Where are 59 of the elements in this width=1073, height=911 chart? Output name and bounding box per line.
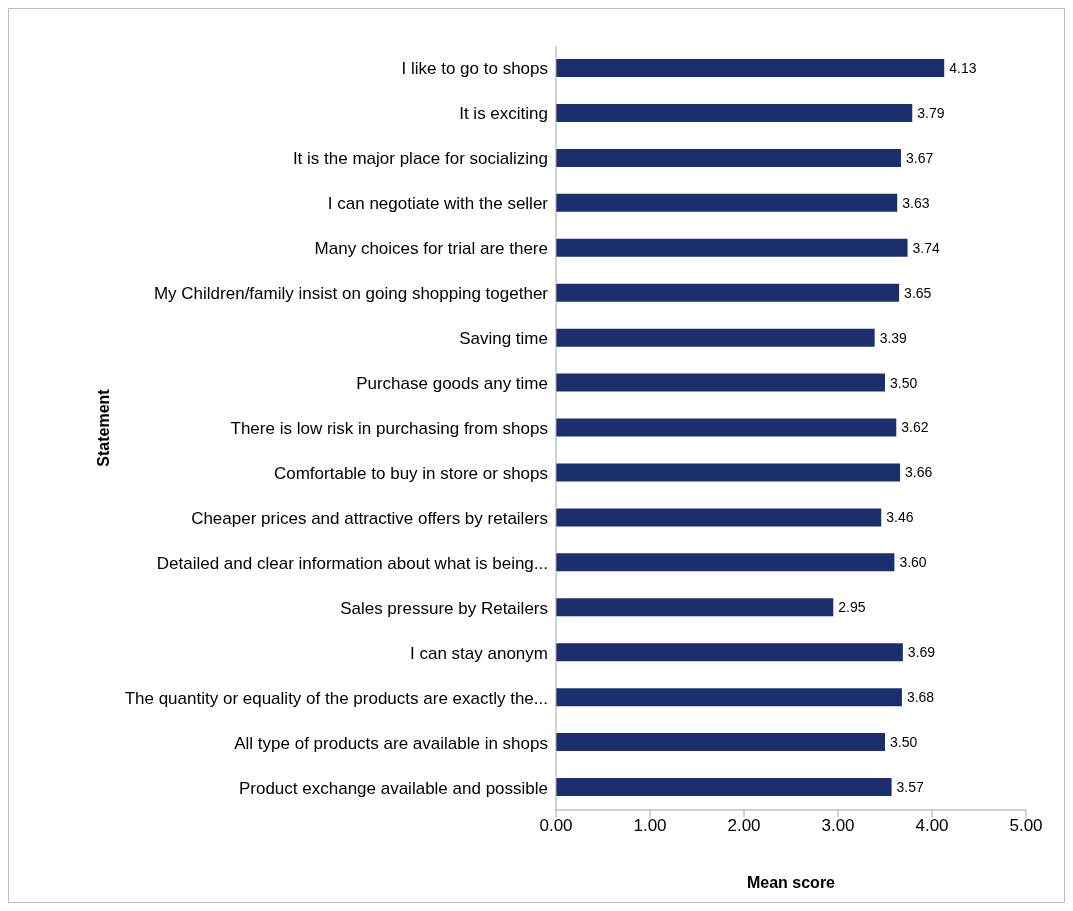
bar [556,733,885,752]
y-tick-label: I can negotiate with the seller [327,194,549,214]
data-label: 3.69 [907,644,936,661]
bar [556,778,892,797]
data-label: 3.68 [906,689,935,706]
data-label: 3.62 [901,419,929,436]
y-tick-label: Detailed and clear information about what is being... [156,553,548,573]
bar [556,103,913,122]
y-tick-label: Product exchange available and possible [238,778,548,798]
bar [556,553,895,572]
data-label: 3.50 [890,374,918,391]
y-tick-label: Saving time [459,329,548,349]
y-axis-title: Statement [94,388,112,467]
data-label: 2.95 [838,599,866,616]
data-label: 3.67 [905,149,934,166]
data-label: 3.57 [896,779,925,796]
bar [556,328,875,347]
y-tick-label: All type of products are available in shops [234,733,548,753]
bar [556,193,898,212]
bar [556,59,945,77]
data-label: 3.46 [886,509,914,526]
data-label: 3.66 [905,464,933,481]
data-label: 3.50 [890,734,918,751]
y-tick-label: My Children/family insist on going shopping together [153,284,549,304]
data-label: 3.79 [917,104,945,121]
bar [556,283,900,302]
x-tick-label: 0.00 [539,816,573,836]
x-tick-label: 3.00 [821,816,855,836]
data-label: 3.39 [879,329,908,346]
x-tick-label: 1.00 [633,816,667,836]
bar [556,643,903,662]
y-tick-label: The quantity or equality of the products are exactly the... [124,688,548,708]
x-tick-label: 5.00 [1009,816,1043,836]
y-tick-label: Purchase goods any time [356,374,548,394]
y-tick-label: It is exciting [459,104,548,124]
y-tick-label: It is the major place for socializing [292,149,548,169]
data-label: 3.60 [899,554,927,571]
bar [556,418,897,437]
data-label: 3.63 [902,194,930,211]
data-label: 3.74 [912,239,941,256]
bar [556,238,908,257]
bar [556,598,834,617]
y-tick-label: Sales pressure by Retailers [340,598,548,618]
y-tick-label: I can stay anonym [410,643,548,663]
x-axis-title: Mean score [746,874,836,891]
y-tick-label: Many choices for trial are there [314,239,548,259]
bar [556,373,885,392]
data-label: 4.13 [949,59,977,76]
bar [556,508,882,527]
bar [556,688,902,707]
y-tick-label: Comfortable to buy in store or shops [273,463,548,483]
y-tick-label: I like to go to shops [401,59,548,79]
y-tick-label: Cheaper prices and attractive offers by retailers [191,508,548,528]
x-tick-label: 2.00 [727,816,761,836]
bar [556,148,901,167]
bar [556,463,901,482]
x-tick-label: 4.00 [915,816,949,836]
data-label: 3.65 [904,284,932,301]
y-tick-label: There is low risk in purchasing from shops [230,419,548,438]
